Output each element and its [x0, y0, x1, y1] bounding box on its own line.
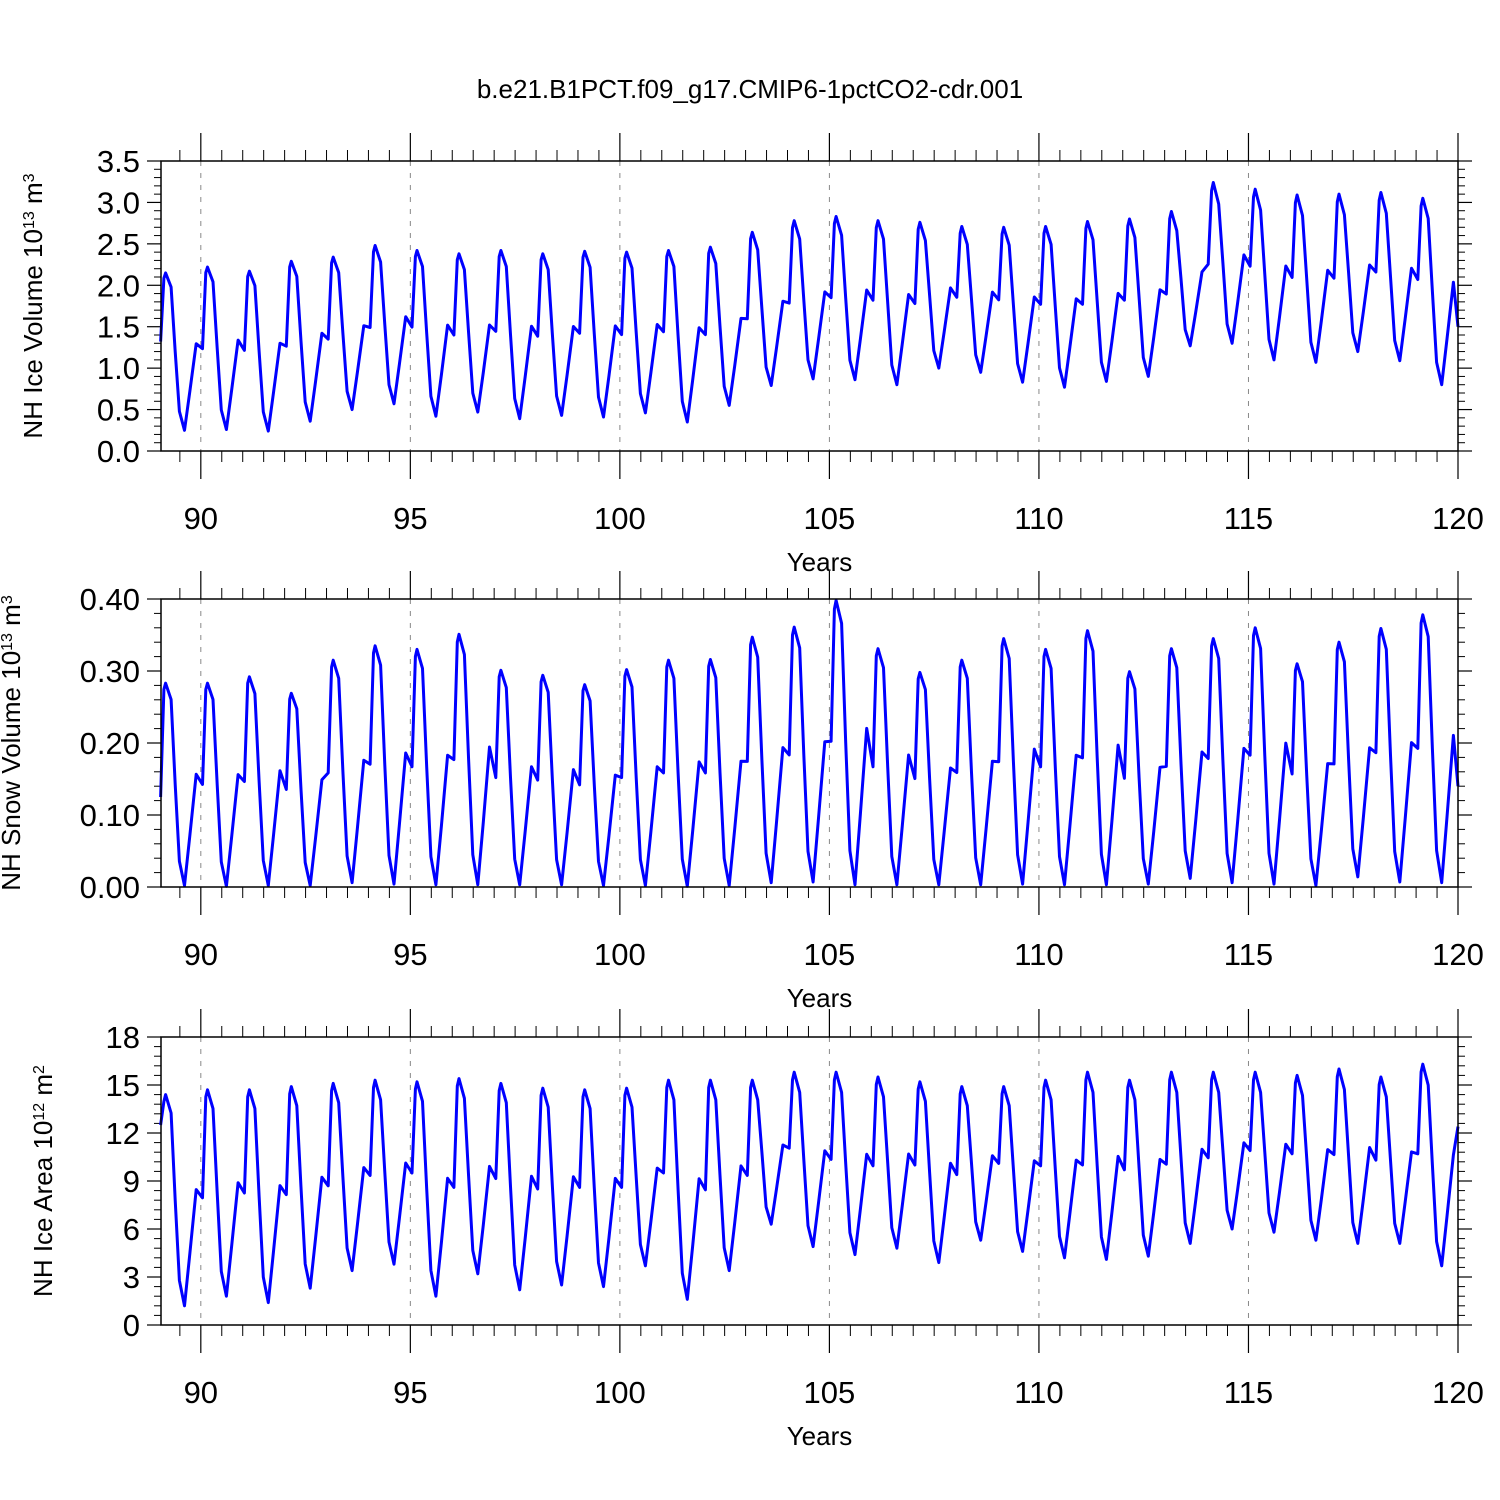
- series-line: [159, 181, 1460, 433]
- y-tick-label: 9: [123, 1164, 140, 1199]
- y-axis-label-exponent: 3: [21, 173, 38, 182]
- y-tick-label: 15: [106, 1068, 140, 1103]
- x-tick-label: 120: [1432, 501, 1484, 536]
- y-axis-label-text: m: [18, 182, 48, 211]
- figure-title: b.e21.B1PCT.f09_g17.CMIP6-1pctCO2-cdr.00…: [477, 74, 1023, 104]
- y-tick-label: 6: [123, 1212, 140, 1247]
- x-tick-label: 90: [184, 501, 218, 536]
- y-tick-label: 3: [123, 1260, 140, 1295]
- y-tick-label: 0.5: [97, 393, 140, 428]
- y-axis-label-exponent: 13: [0, 633, 16, 651]
- y-axis-label-exponent: 3: [0, 595, 16, 604]
- y-axis-label: NH Ice Area 1012 m2: [28, 1065, 58, 1297]
- chart-panel-3: 90 95 100 105 110 115 120 0 3 6 9 12 15 18 Years NH Ice…: [28, 1009, 1484, 1451]
- y-tick-label: 0.30: [80, 654, 140, 689]
- y-axis-label-text: NH Ice Volume 10: [18, 229, 48, 439]
- y-axis-label-text: NH Snow Volume 10: [0, 651, 26, 891]
- y-tick-label: 0.20: [80, 726, 140, 761]
- y-tick-label: 0.10: [80, 798, 140, 833]
- y-tick-label: 0.00: [80, 870, 140, 905]
- chart-panel-2: 90 95 100 105 110 115 120 0.00 0.10 0.20 0.30 0.40 Y…: [0, 571, 1484, 1013]
- y-tick-label: 2.5: [97, 227, 140, 262]
- y-axis-label-exponent: 12: [31, 1103, 48, 1121]
- x-tick-label: 95: [393, 937, 427, 972]
- x-tick-label: 110: [1014, 937, 1063, 972]
- y-axis-label: NH Snow Volume 1013 m3: [0, 595, 26, 891]
- y-axis-label-exponent: 13: [21, 211, 38, 229]
- x-tick-label: 120: [1432, 937, 1484, 972]
- x-tick-label: 115: [1224, 937, 1273, 972]
- x-axis-label: Years: [787, 547, 853, 577]
- plot-frame: [160, 598, 1459, 888]
- y-tick-label: 2.0: [97, 268, 140, 303]
- x-tick-label: 105: [804, 937, 856, 972]
- y-tick-label: 0.40: [80, 582, 140, 617]
- y-tick-label: 3.0: [97, 185, 140, 220]
- x-tick-label: 105: [804, 1375, 856, 1410]
- y-tick-label: 18: [106, 1020, 140, 1055]
- x-tick-label: 100: [594, 937, 646, 972]
- x-tick-label: 90: [184, 1375, 218, 1410]
- y-tick-label: 0.0: [97, 434, 140, 469]
- x-tick-label: 120: [1432, 1375, 1484, 1410]
- x-tick-label: 105: [804, 501, 856, 536]
- series-line: [159, 598, 1460, 888]
- y-tick-label: 1.5: [97, 310, 140, 345]
- plot-frame: [160, 160, 1459, 452]
- x-tick-label: 100: [594, 501, 646, 536]
- y-axis-label-text: m: [28, 1074, 58, 1103]
- y-axis-label-text: NH Ice Area 10: [28, 1121, 58, 1297]
- x-tick-label: 95: [393, 501, 427, 536]
- x-tick-label: 115: [1224, 501, 1273, 536]
- series-line: [159, 1062, 1460, 1308]
- y-axis-label: NH Ice Volume 1013 m3: [18, 173, 48, 438]
- y-axis-label-exponent: 2: [31, 1065, 48, 1074]
- y-tick-label: 3.5: [97, 144, 140, 179]
- x-axis-label: Years: [787, 1421, 853, 1451]
- x-tick-label: 95: [393, 1375, 427, 1410]
- x-tick-label: 110: [1014, 501, 1063, 536]
- x-tick-label: 110: [1014, 1375, 1063, 1410]
- chart-panel-1: 90 95 100 105 110 115 120 0.0 0.5 1.0 1.5 2.0 2.5 3.0…: [18, 133, 1484, 577]
- chart-panels: 90 95 100 105 110 115 1200.00.51.01.52.02.53.0…: [0, 133, 1484, 1451]
- plot-frame: [160, 1036, 1459, 1326]
- x-axis-label: Years: [787, 983, 853, 1013]
- y-tick-label: 1.0: [97, 351, 140, 386]
- x-tick-label: 90: [184, 937, 218, 972]
- x-tick-label: 115: [1224, 1375, 1273, 1410]
- y-tick-label: 12: [106, 1116, 140, 1151]
- y-tick-label: 0: [123, 1308, 140, 1343]
- y-axis-label-text: m: [0, 604, 26, 633]
- x-tick-label: 100: [594, 1375, 646, 1410]
